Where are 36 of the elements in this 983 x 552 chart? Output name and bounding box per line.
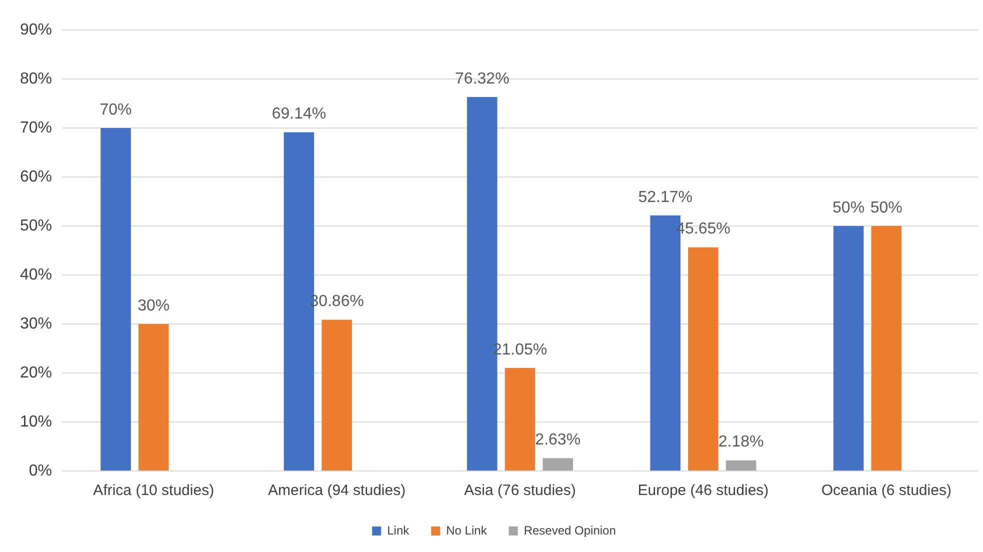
bar xyxy=(871,226,902,470)
x-tick-label: Africa (10 studies) xyxy=(93,482,214,500)
data-label: 69.14% xyxy=(272,106,326,123)
y-tick-label: 10% xyxy=(20,413,52,430)
legend-label: Link xyxy=(387,523,410,538)
y-tick-label: 60% xyxy=(20,168,52,186)
legend-label: Reseved Opinion xyxy=(524,523,616,538)
data-label: 52.17% xyxy=(638,188,692,206)
legend-label: No Link xyxy=(446,523,488,538)
y-tick-label: 40% xyxy=(20,266,52,284)
data-label: 50% xyxy=(870,199,902,216)
y-tick-label: 30% xyxy=(20,315,52,332)
bar xyxy=(322,320,352,470)
y-tick-label: 80% xyxy=(20,70,52,88)
data-label: 30% xyxy=(138,297,170,314)
bar xyxy=(833,226,864,470)
y-tick-label: 0% xyxy=(28,462,52,480)
y-tick-label: 50% xyxy=(20,217,52,234)
y-tick-label: 20% xyxy=(20,364,52,382)
bar xyxy=(688,247,718,470)
data-label: 2.18% xyxy=(718,434,764,451)
bar xyxy=(138,324,169,470)
x-tick-label: Asia (76 studies) xyxy=(464,482,576,500)
y-tick-label: 70% xyxy=(20,119,52,136)
bar xyxy=(504,368,536,470)
bar xyxy=(542,458,574,470)
y-tick-label: 90% xyxy=(20,21,52,38)
x-tick-label: Europe (46 studies) xyxy=(638,482,769,500)
data-label: 76.32% xyxy=(455,70,510,88)
x-tick-label: America (94 studies) xyxy=(268,482,406,500)
data-label: 70% xyxy=(100,101,132,118)
bar xyxy=(100,128,131,470)
x-tick-label: Oceania (6 studies) xyxy=(821,482,952,500)
data-label: 50% xyxy=(832,199,865,216)
bar xyxy=(726,460,756,470)
data-label: 2.63% xyxy=(535,432,581,449)
